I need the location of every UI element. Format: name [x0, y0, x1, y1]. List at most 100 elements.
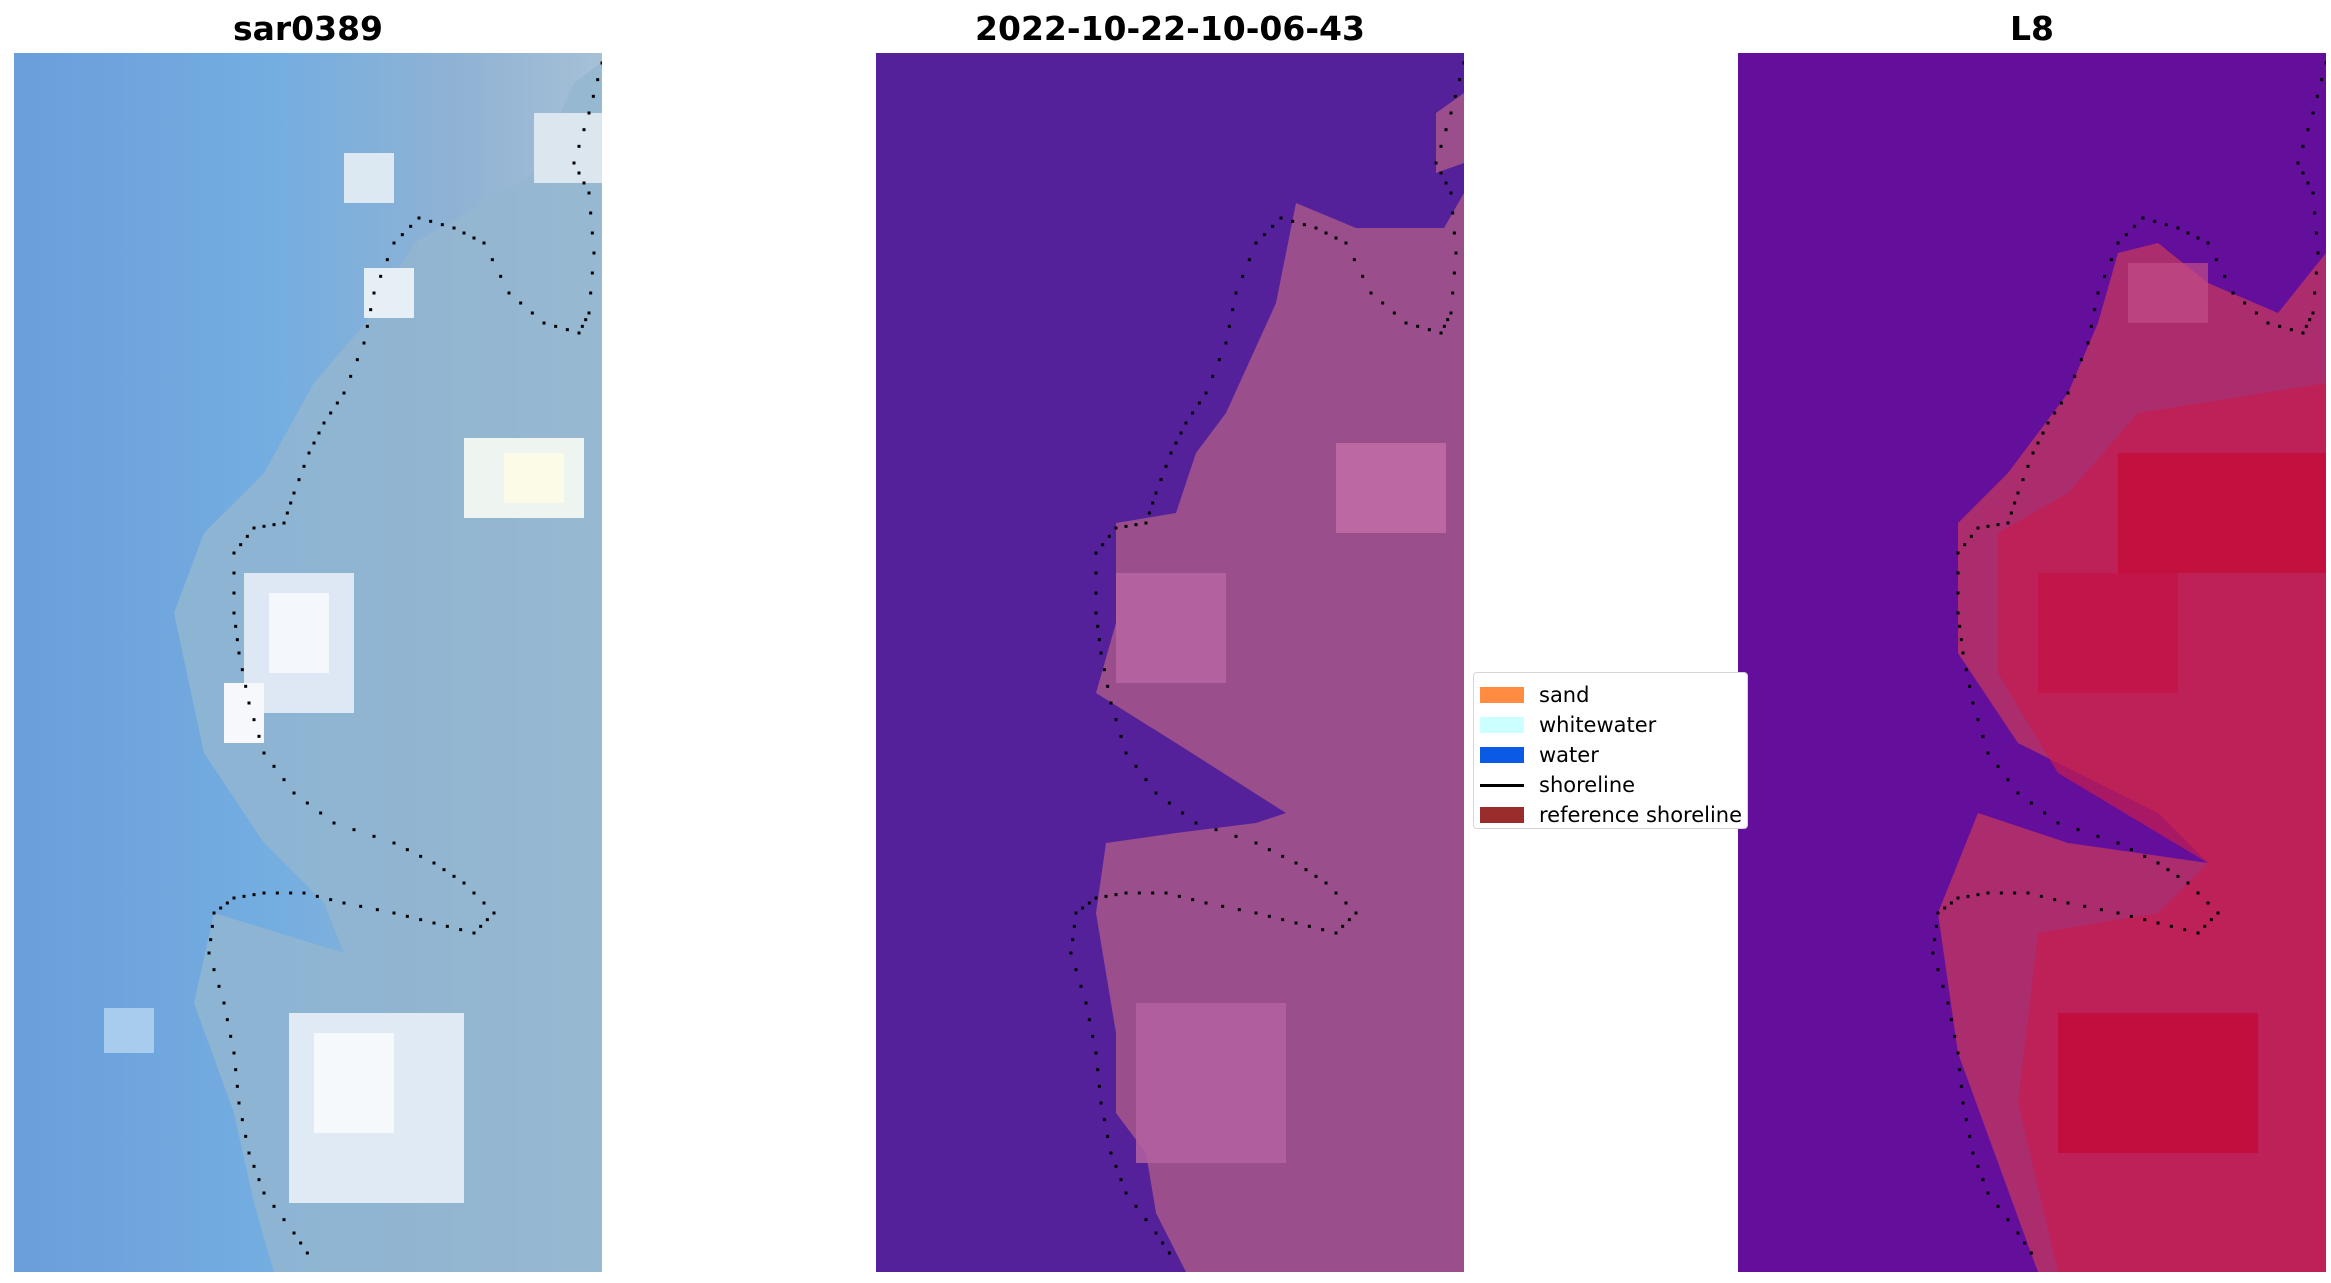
shoreline-dot [222, 1001, 226, 1005]
shoreline-dot [307, 451, 311, 455]
shoreline-dot [1963, 543, 1967, 547]
shoreline-dot [1949, 901, 1953, 905]
shoreline-dot [252, 1164, 256, 1168]
shoreline-dot [1109, 701, 1113, 705]
shoreline-dot [2311, 191, 2315, 195]
shoreline-dot [1151, 501, 1155, 505]
shoreline-dot [1096, 1068, 1100, 1072]
water-swatch-icon [1480, 747, 1524, 763]
shoreline-dot [2306, 181, 2310, 185]
shoreline-dot [1404, 321, 1408, 325]
shoreline-dot [1184, 421, 1188, 425]
shoreline-dot [1986, 524, 1990, 528]
shoreline-dot [1959, 1084, 1963, 1088]
shoreline-dot [1087, 1018, 1091, 1022]
shoreline-dot [372, 291, 376, 295]
shoreline-dot [1097, 1084, 1101, 1088]
shoreline-dot [2043, 811, 2047, 815]
shoreline-dot [2013, 501, 2017, 505]
shoreline-dot [577, 331, 581, 335]
shoreline-dot [1106, 1134, 1110, 1138]
shoreline-dot [432, 921, 436, 925]
shoreline-dot [2278, 324, 2282, 328]
shoreline-dot [305, 801, 309, 805]
shoreline-dot [2129, 848, 2133, 852]
shoreline-dot [1931, 951, 1935, 955]
shoreline-dot [400, 233, 404, 237]
shoreline-dot [587, 111, 591, 115]
shoreline-dot [244, 1134, 248, 1138]
shoreline-dot [417, 216, 421, 220]
shoreline-dot [1956, 896, 1960, 900]
shoreline-dot [272, 1204, 276, 1208]
shoreline-dot [1154, 1231, 1158, 1235]
shoreline-dot [1334, 236, 1338, 240]
shoreline-dot [1462, 61, 1464, 65]
shoreline-dot [589, 211, 593, 215]
shoreline-dot [2311, 111, 2315, 115]
shoreline-dot [2231, 291, 2235, 295]
shoreline-dot [232, 571, 236, 575]
shoreline-dot [565, 328, 569, 332]
shoreline-dot [282, 778, 286, 782]
shoreline-dot [1099, 651, 1103, 655]
shoreline-dot [580, 324, 584, 328]
shoreline-dot [362, 341, 366, 345]
shoreline-dot [2066, 901, 2070, 905]
shoreline-dot [1451, 211, 1455, 215]
shoreline-dot [1074, 911, 1078, 915]
shoreline-dot [485, 918, 489, 922]
shoreline-dot [2301, 144, 2305, 148]
shoreline-dot [335, 401, 339, 405]
shoreline-dot [1964, 668, 1968, 672]
shoreline-dot [2314, 271, 2318, 275]
shoreline-dot [292, 791, 296, 795]
shoreline-dot [419, 854, 423, 858]
legend-item-reference-shoreline: reference shoreline [1480, 803, 1742, 827]
shoreline-dot [1442, 324, 1446, 328]
shoreline-dot [1458, 78, 1462, 82]
legend: sand whitewater water shoreline referenc… [1473, 672, 1748, 829]
shoreline-dot [2013, 891, 2017, 895]
shoreline-dot [212, 968, 216, 972]
shoreline-dot [2021, 478, 2025, 482]
shoreline-dot [289, 891, 293, 895]
shoreline-dot [2009, 511, 2013, 515]
shoreline-dot [329, 411, 333, 415]
shoreline-dot [322, 421, 326, 425]
shoreline-dot [1194, 821, 1198, 825]
shoreline-dot [2016, 1231, 2020, 1235]
shoreline-dot [1169, 451, 1173, 455]
shoreline-dot [2006, 1218, 2010, 1222]
shoreline-dot [472, 236, 476, 240]
shoreline-dot [262, 891, 266, 895]
shoreline-dot [2031, 451, 2035, 455]
sand-swatch-icon [1480, 687, 1524, 703]
shoreline-dot [312, 441, 316, 445]
shoreline-dot [1147, 511, 1151, 515]
shoreline-dot [232, 1051, 236, 1055]
shoreline-dot [1167, 1251, 1171, 1255]
shoreline-dot [2206, 901, 2210, 905]
shoreline-dot [1072, 924, 1076, 928]
shoreline-dot [2056, 821, 2060, 825]
shoreline-dot [519, 301, 523, 305]
shoreline-dot [1159, 478, 1163, 482]
reference-shoreline-swatch-icon [1480, 807, 1524, 823]
shoreline-dot [1361, 274, 1365, 278]
shoreline-dot [2143, 854, 2147, 858]
shoreline-dot [1254, 911, 1258, 915]
shoreline-dot [2093, 308, 2097, 312]
shoreline-dot [1452, 271, 1456, 275]
shoreline-dot [342, 901, 346, 905]
shoreline-dot [2099, 908, 2103, 912]
shoreline-dot [1996, 1204, 2000, 1208]
shoreline-dot [1981, 734, 1985, 738]
shoreline-dot [1444, 128, 1448, 132]
shoreline-dot [342, 391, 346, 395]
shoreline-dot [2203, 924, 2207, 928]
shoreline-dot [1369, 291, 1373, 295]
shoreline-dot [247, 701, 251, 705]
shoreline-dot [1304, 868, 1308, 872]
shoreline-dot [482, 901, 486, 905]
